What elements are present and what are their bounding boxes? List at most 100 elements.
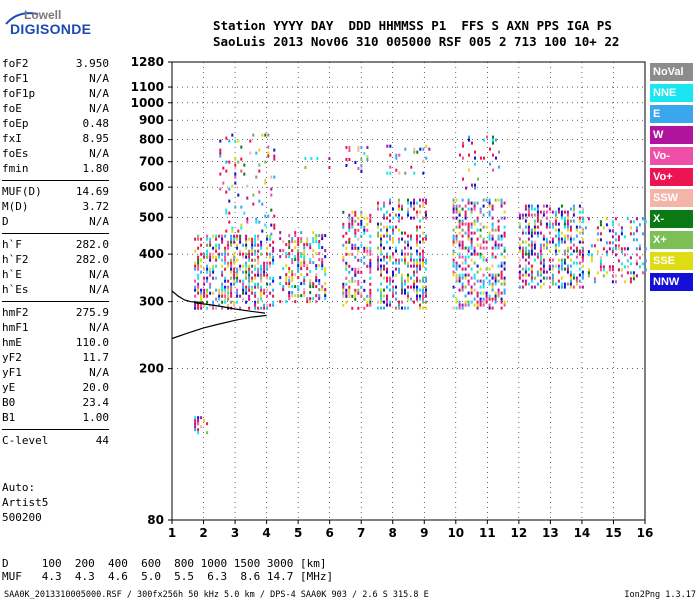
echo-point <box>248 252 251 256</box>
echo-point <box>527 282 530 286</box>
echo-point <box>266 294 269 298</box>
echo-point <box>369 267 372 271</box>
echo-point <box>212 291 215 295</box>
echo-point <box>542 213 545 217</box>
echo-point <box>581 207 584 211</box>
echo-point <box>264 223 267 227</box>
echo-point <box>212 255 215 259</box>
echo-point <box>539 255 542 259</box>
echo-point <box>272 300 275 304</box>
echo-point <box>239 240 242 244</box>
echo-point <box>581 238 584 242</box>
echo-point <box>494 282 497 286</box>
echo-point <box>219 187 222 191</box>
echo-point <box>224 297 227 301</box>
echo-point <box>614 274 617 278</box>
echo-point <box>596 226 599 230</box>
echo-point <box>492 138 494 142</box>
echo-point <box>194 249 197 253</box>
echo-point <box>614 244 617 248</box>
echo-point <box>452 306 455 310</box>
echo-point <box>233 300 236 304</box>
legend-item-vo-: Vo- <box>650 147 693 165</box>
echo-point <box>230 234 233 238</box>
param-name: hmF2 <box>2 306 29 319</box>
echo-point <box>366 264 369 268</box>
echo-point <box>473 261 476 265</box>
echo-point <box>273 226 276 230</box>
scaled-trace-line <box>171 314 267 340</box>
echo-point <box>389 258 391 262</box>
x-tick-label: 9 <box>420 526 428 540</box>
echo-point <box>620 268 623 272</box>
echo-point <box>354 273 357 277</box>
echo-point <box>324 255 327 259</box>
x-tick-label: 3 <box>231 526 239 540</box>
echo-point <box>243 163 246 167</box>
echo-point <box>209 255 212 259</box>
echo-point <box>315 294 318 298</box>
echo-point <box>288 234 291 238</box>
echo-point <box>328 157 331 160</box>
echo-point <box>257 270 260 274</box>
echo-point <box>461 285 464 289</box>
echo-point <box>324 273 327 277</box>
echo-point <box>200 264 203 268</box>
echo-point <box>386 210 388 214</box>
echo-point <box>360 164 363 167</box>
echo-point <box>611 223 614 227</box>
echo-point <box>266 261 269 265</box>
echo-point <box>398 228 400 232</box>
echo-point <box>476 201 479 205</box>
echo-point <box>638 265 641 269</box>
echo-point <box>524 225 527 229</box>
echo-point <box>554 264 557 268</box>
echo-point <box>518 225 521 229</box>
echo-point <box>473 276 476 280</box>
echo-point <box>536 204 539 208</box>
echo-point <box>464 285 467 289</box>
param-row: yF1 N/A <box>2 365 109 380</box>
echo-point <box>251 237 254 241</box>
param-row: h`F 282.0 <box>2 237 109 252</box>
echo-point <box>422 255 424 259</box>
echo-point <box>203 276 206 280</box>
echo-point <box>252 202 255 206</box>
echo-point <box>503 225 506 229</box>
echo-point <box>363 279 366 283</box>
echo-point <box>297 276 300 280</box>
scaled-trace-line <box>194 302 266 314</box>
echo-point <box>482 198 485 202</box>
echo-point <box>218 243 221 247</box>
echo-point <box>291 237 294 241</box>
plot-frame <box>171 61 646 521</box>
echo-point <box>471 183 473 187</box>
echo-point <box>227 261 230 265</box>
echo-point <box>425 276 427 280</box>
echo-point <box>407 297 409 301</box>
echo-point <box>566 225 569 229</box>
echo-point <box>563 240 566 244</box>
echo-point <box>626 247 629 251</box>
echo-point <box>500 198 503 202</box>
echo-point <box>503 267 506 271</box>
echo-point <box>596 238 599 242</box>
echo-point <box>416 243 418 247</box>
echo-point <box>366 303 369 307</box>
echo-point <box>452 240 455 244</box>
echo-point <box>251 264 254 268</box>
echo-point <box>310 157 313 160</box>
echo-point <box>638 256 641 260</box>
echo-point <box>303 255 306 259</box>
echo-point <box>563 282 566 286</box>
echo-point <box>236 246 239 250</box>
echo-point <box>458 231 461 235</box>
echo-point <box>468 153 470 157</box>
echo-point <box>419 264 421 268</box>
echo-point <box>369 249 372 253</box>
echo-point <box>398 153 401 157</box>
logo-text-digisonde: DIGISONDE <box>10 21 92 37</box>
echo-point <box>227 297 230 301</box>
echo-point <box>254 234 257 238</box>
